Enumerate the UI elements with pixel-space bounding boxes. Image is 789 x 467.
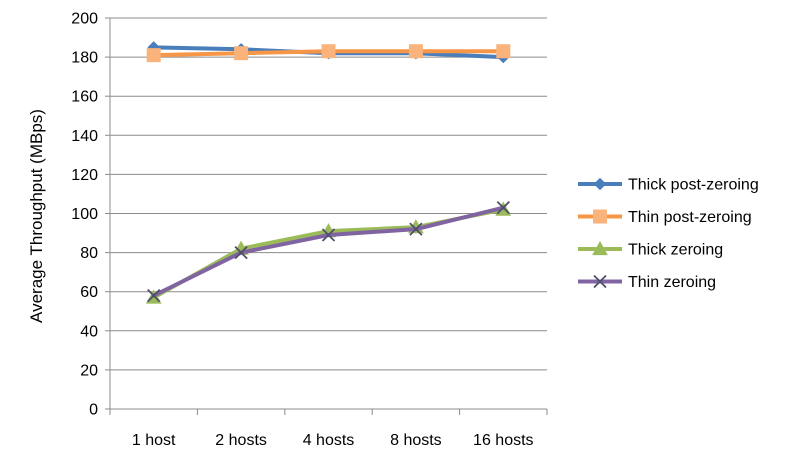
data-point (147, 288, 161, 303)
x-tick-label: 1 host (132, 432, 176, 449)
series-line (151, 205, 506, 298)
legend-label: Thick post-zeroing (628, 177, 759, 194)
y-tick-label: 40 (80, 323, 98, 340)
y-tick-label: 140 (71, 128, 98, 145)
x-marker-stroke (496, 200, 510, 215)
x-marker-stroke (321, 228, 336, 242)
legend-label: Thin zeroing (628, 274, 716, 291)
legend-marker (593, 209, 607, 224)
data-point (409, 222, 423, 236)
axes (105, 17, 548, 415)
data-point (234, 46, 249, 61)
y-tick-label: 180 (71, 50, 98, 67)
x-tick-label: 16 hosts (473, 432, 533, 449)
series-1 (146, 44, 511, 63)
y-tick-label: 60 (80, 284, 98, 301)
data-point (234, 245, 248, 260)
legend-item: Thin post-zeroing (578, 209, 752, 226)
y-tick-label: 120 (71, 167, 98, 184)
legend-item: Thick post-zeroing (578, 177, 759, 194)
y-tick-label: 20 (80, 362, 98, 379)
x-tick-label: 4 hosts (303, 432, 355, 449)
data-point (496, 44, 511, 59)
legend-item: Thin zeroing (578, 274, 716, 291)
series (145, 41, 512, 304)
x-marker-stroke (593, 274, 607, 289)
x-tick-labels: 1 host 2 hosts 4 hosts 8 hosts 16 hosts (132, 432, 534, 449)
legend: Thick post-zeroing Thin post-zeroing Thick… (578, 177, 759, 291)
legend-marker (593, 274, 607, 289)
y-tick-label: 100 (71, 206, 98, 223)
x-tick-label: 8 hosts (390, 432, 442, 449)
y-tick-labels: 0 20 40 60 80 100 120 140 160 180 200 (71, 11, 98, 419)
x-marker-stroke (409, 222, 423, 236)
y-tick-label: 0 (89, 402, 98, 419)
data-point (321, 44, 336, 59)
legend-item: Thick zeroing (578, 240, 723, 259)
legend-marker (593, 177, 607, 191)
legend-marker (592, 240, 608, 256)
data-point (408, 44, 423, 59)
x-marker-stroke (147, 288, 161, 303)
y-tick-label: 200 (71, 11, 98, 28)
data-point (321, 228, 336, 242)
x-marker-stroke (234, 245, 248, 260)
gridlines (110, 17, 547, 371)
series-3 (147, 200, 510, 303)
data-point (496, 200, 510, 215)
data-point (146, 48, 161, 63)
legend-label: Thin post-zeroing (628, 209, 752, 226)
y-tick-label: 80 (80, 245, 98, 262)
y-tick-label: 160 (71, 89, 98, 106)
legend-label: Thick zeroing (628, 242, 723, 259)
x-tick-label: 2 hosts (215, 432, 267, 449)
y-axis-title: Average Throughput (MBps) (27, 109, 46, 323)
series-line (151, 207, 506, 300)
